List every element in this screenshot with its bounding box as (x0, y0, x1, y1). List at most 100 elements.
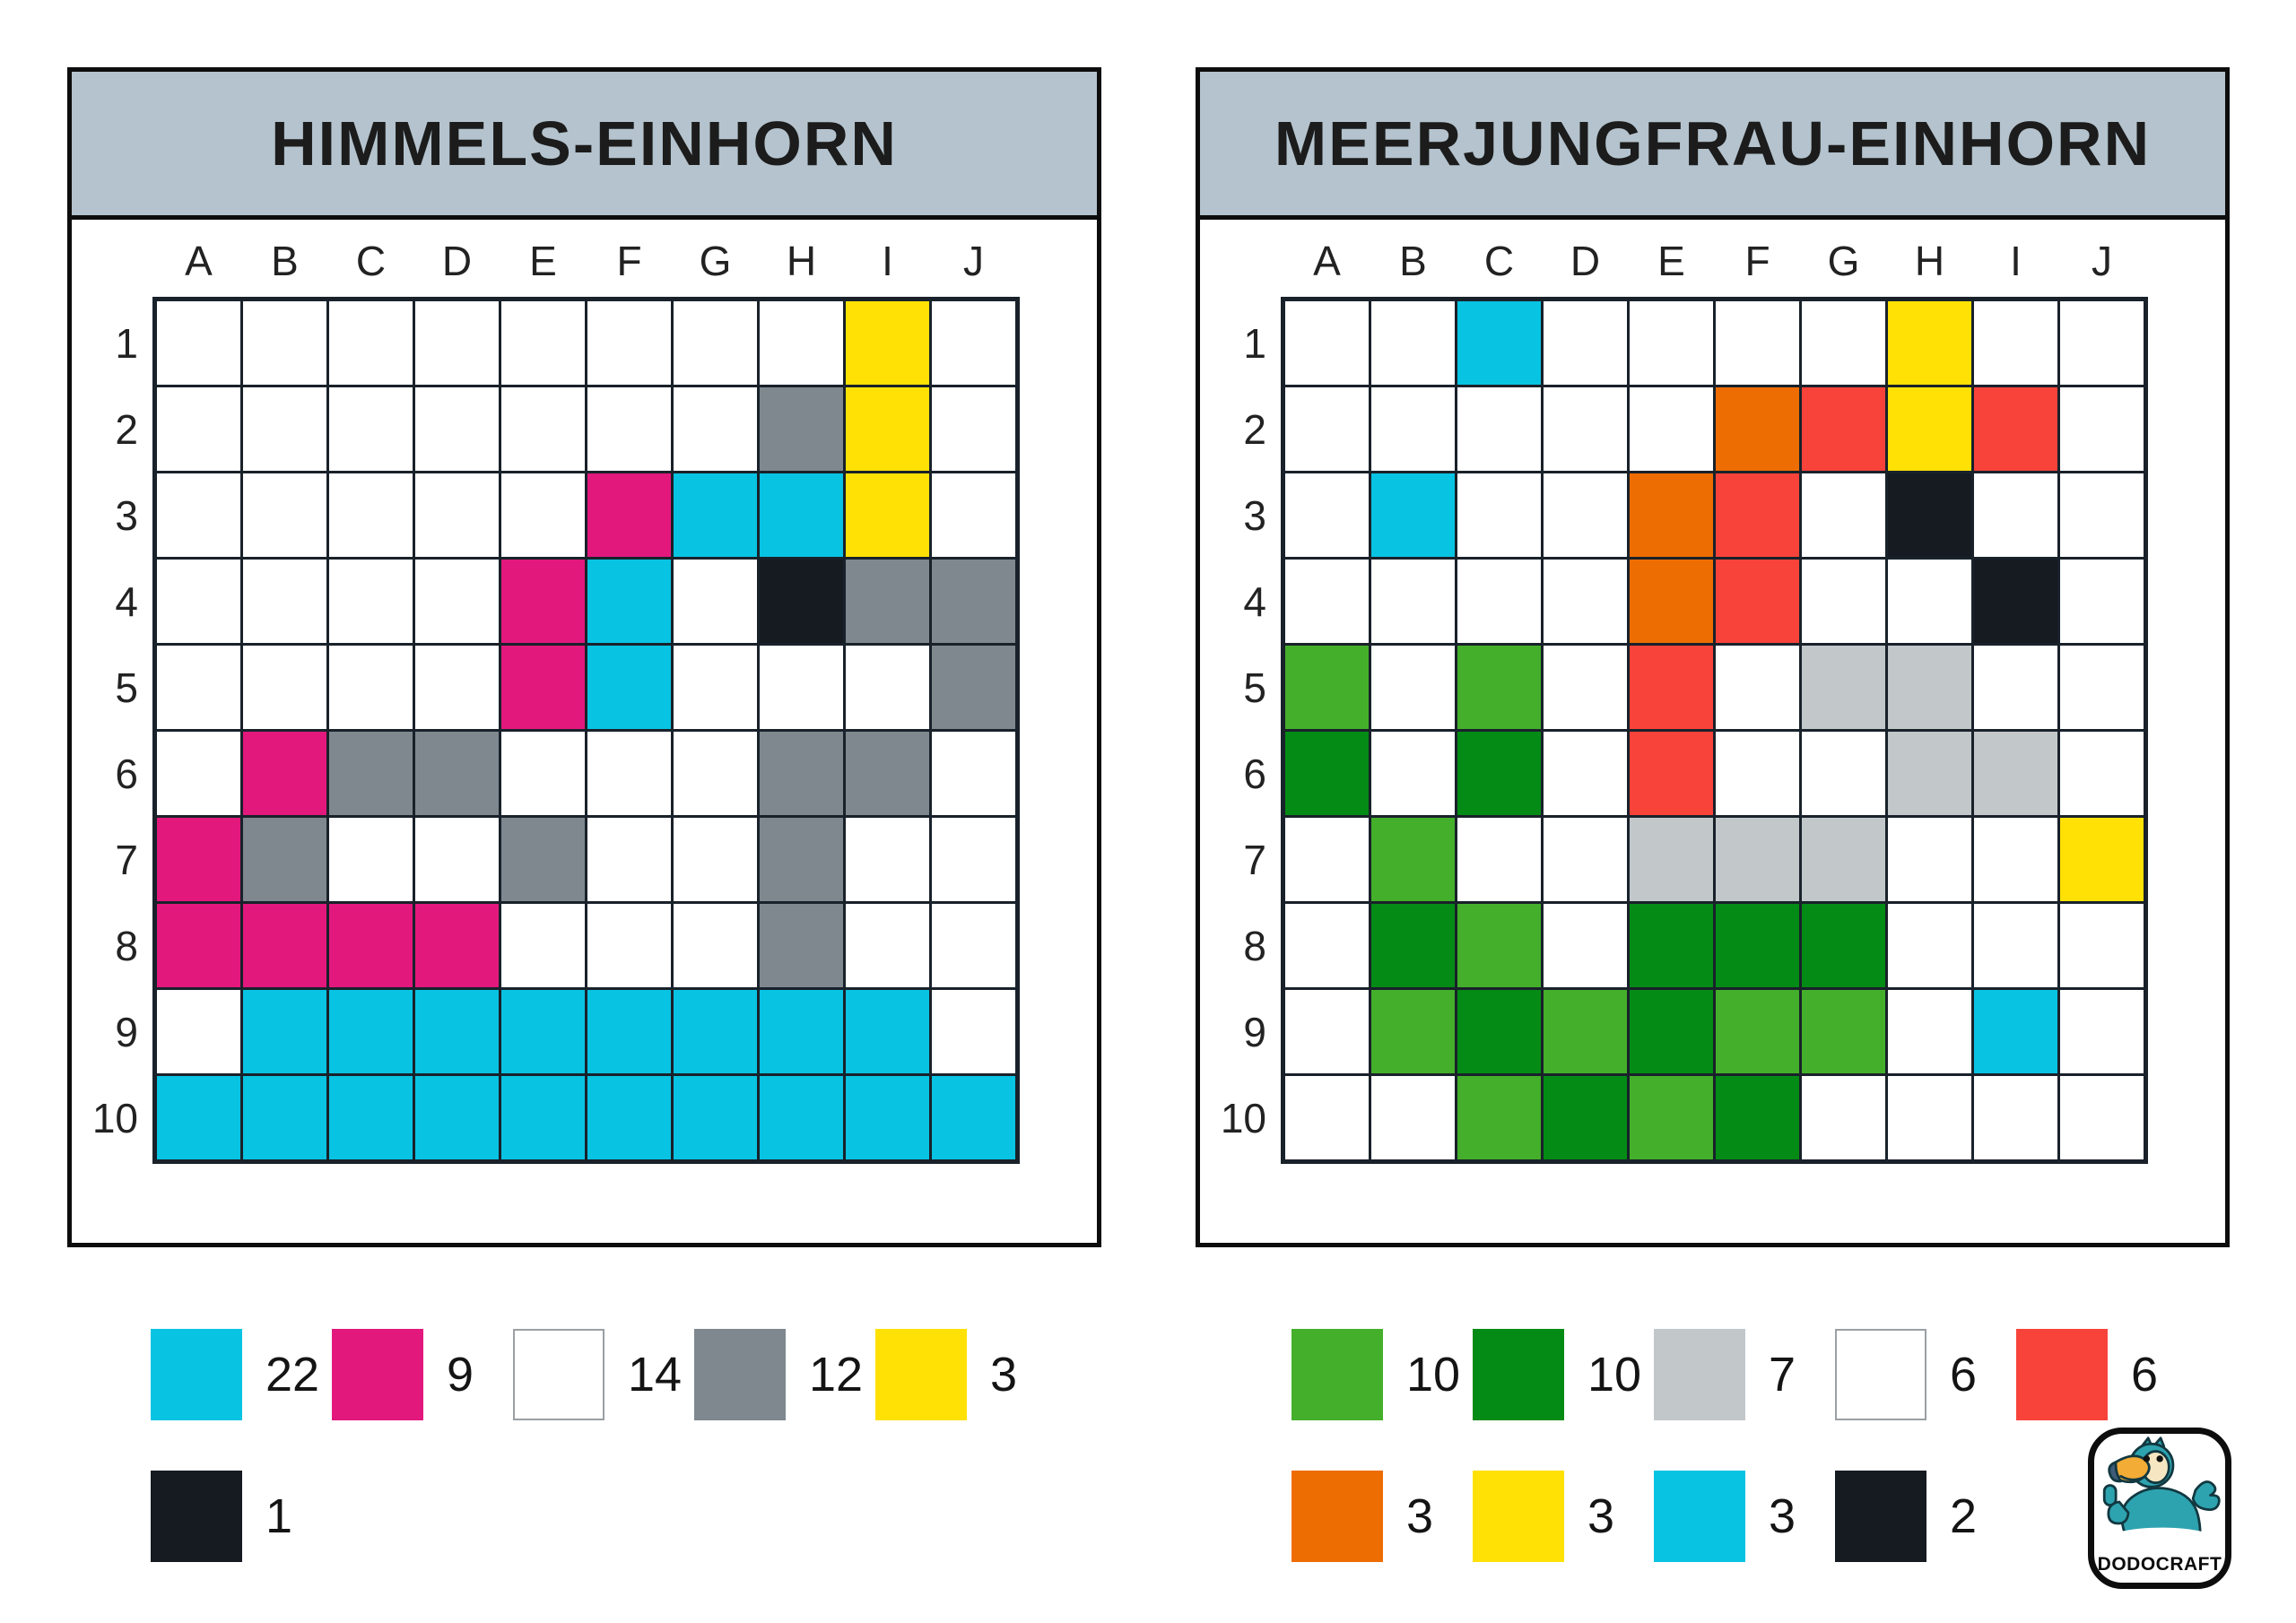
grid-cell-C2-white (1457, 387, 1541, 471)
grid-cell-I7-white (846, 818, 929, 901)
legend-count-black: 1 (265, 1489, 293, 1543)
grid-cell-B4-white (243, 560, 326, 643)
row-label-4: 4 (115, 577, 138, 625)
dodo-bird-icon (2102, 1436, 2221, 1545)
column-label-I: I (882, 238, 893, 284)
grid-cell-G3-white (1802, 473, 1885, 557)
grid-cell-B5-white (1371, 646, 1455, 729)
grid-cell-E1-white (501, 301, 585, 385)
legend-item-black: 1 (151, 1471, 332, 1562)
grid-cell-H4-white (1888, 560, 1971, 643)
grid-cell-B3-cyan (1371, 473, 1455, 557)
legend-item-white: 14 (513, 1329, 694, 1420)
panel-himmels-einhorn: HIMMELS-EINHORN A B C D E F G H I J 1 2 3 4 5 6 7 8 9 10 (67, 67, 1101, 1247)
grid-cell-F1-white (1716, 301, 1799, 385)
grid-cell-D1-white (415, 301, 499, 385)
grid-cell-A8-magenta (157, 904, 240, 987)
grid-cell-H1-yellow (1888, 301, 1971, 385)
column-label-H: H (786, 238, 817, 284)
grid-cell-H2-gray (760, 387, 843, 471)
legend-meerjungfrau-einhorn: 10 10 7 6 6 3 3 3 2 (1292, 1329, 2197, 1562)
grid-cell-A1-white (1285, 301, 1369, 385)
grid-cell-E7-light-gray (1630, 818, 1713, 901)
row-label-5: 5 (115, 664, 138, 711)
grid-cell-A5-light-green (1285, 646, 1369, 729)
grid-cell-E2-white (501, 387, 585, 471)
grid-cell-B5-white (243, 646, 326, 729)
grid-cell-C4-white (1457, 560, 1541, 643)
grid-cell-J10-white (2060, 1076, 2144, 1159)
grid-cell-F6-white (1716, 732, 1799, 815)
grid-cell-J1-white (932, 301, 1015, 385)
grid-cell-H7-white (1888, 818, 1971, 901)
grid-cell-D2-white (415, 387, 499, 471)
grid-cell-I3-white (1974, 473, 2057, 557)
grid-cell-C9-cyan (329, 990, 413, 1073)
legend-item-cyan: 22 (151, 1329, 332, 1420)
row-label-2: 2 (115, 405, 138, 453)
grid-cell-B10-white (1371, 1076, 1455, 1159)
legend-count-yellow: 3 (990, 1348, 1018, 1402)
legend-item-light-gray: 7 (1654, 1329, 1835, 1420)
grid-cell-I4-gray (846, 560, 929, 643)
legend-item-white: 6 (1835, 1329, 2016, 1420)
grid-cell-H2-yellow (1888, 387, 1971, 471)
grid-cell-C1-cyan (1457, 301, 1541, 385)
grid-cell-F5-white (1716, 646, 1799, 729)
row-label-6: 6 (115, 750, 138, 797)
grid-cell-B10-cyan (243, 1076, 326, 1159)
panel-meerjungfrau-einhorn: MEERJUNGFRAU-EINHORN A B C D E F G H I J 1 2 3 4 5 6 7 8… (1196, 67, 2230, 1247)
grid-cell-B3-white (243, 473, 326, 557)
legend-item-red: 6 (2016, 1329, 2197, 1420)
grid-cell-G10-cyan (674, 1076, 757, 1159)
grid-cell-C6-gray (329, 732, 413, 815)
grid-cell-H3-black (1888, 473, 1971, 557)
grid-cell-G10-white (1802, 1076, 1885, 1159)
legend-swatch-orange (1292, 1471, 1383, 1562)
grid-cell-C8-magenta (329, 904, 413, 987)
grid-cell-G3-cyan (674, 473, 757, 557)
grid-cell-J8-white (932, 904, 1015, 987)
grid-cell-B2-white (243, 387, 326, 471)
legend-count-red: 6 (2131, 1348, 2159, 1402)
grid-cell-I7-white (1974, 818, 2057, 901)
grid-cell-D8-magenta (415, 904, 499, 987)
grid-cell-I5-white (1974, 646, 2057, 729)
grid-cell-A4-white (157, 560, 240, 643)
column-label-J: J (963, 238, 984, 284)
grid-cell-I2-red (1974, 387, 2057, 471)
grid-cell-G7-white (674, 818, 757, 901)
panel-title: HIMMELS-EINHORN (271, 108, 898, 178)
legend-count-light-green: 10 (1406, 1348, 1461, 1402)
legend-item-yellow: 3 (1473, 1471, 1654, 1562)
grid-cell-F2-white (587, 387, 671, 471)
legend-swatch-cyan (151, 1329, 242, 1420)
grid-cell-F8-white (587, 904, 671, 987)
grid-cell-F7-white (587, 818, 671, 901)
grid-cell-D5-white (1544, 646, 1627, 729)
panel-title: MEERJUNGFRAU-EINHORN (1274, 108, 2152, 178)
column-label-B: B (271, 238, 299, 284)
grid-cell-E6-white (501, 732, 585, 815)
grid-cell-J10-cyan (932, 1076, 1015, 1159)
grid-cell-F1-white (587, 301, 671, 385)
grid-cell-I2-yellow (846, 387, 929, 471)
grid-cell-D1-white (1544, 301, 1627, 385)
grid-cell-A10-white (1285, 1076, 1369, 1159)
column-label-G: G (699, 238, 732, 284)
grid-cell-J6-white (932, 732, 1015, 815)
grid-cell-D10-dark-green (1544, 1076, 1627, 1159)
grid-cell-B1-white (1371, 301, 1455, 385)
grid-cell-G8-dark-green (1802, 904, 1885, 987)
grid-cell-D2-white (1544, 387, 1627, 471)
grid-cell-F9-light-green (1716, 990, 1799, 1073)
grid-cell-H8-white (1888, 904, 1971, 987)
grid-cell-B7-light-green (1371, 818, 1455, 901)
grid-cell-E7-gray (501, 818, 585, 901)
grid-cell-A7-white (1285, 818, 1369, 901)
column-label-I: I (2010, 238, 2022, 284)
panel-header: HIMMELS-EINHORN (72, 72, 1097, 220)
grid-cell-G4-white (1802, 560, 1885, 643)
grid-cell-G7-light-gray (1802, 818, 1885, 901)
grid-cell-B6-white (1371, 732, 1455, 815)
